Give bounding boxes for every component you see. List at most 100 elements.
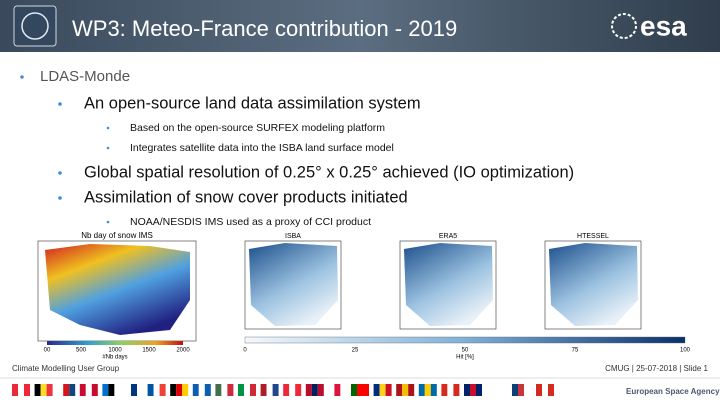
map-land <box>249 243 338 326</box>
bullet-text: LDAS-Monde <box>40 68 130 85</box>
colorbar-tick: 50 <box>462 348 469 354</box>
flag-stripe <box>548 384 554 396</box>
flag-stripe <box>340 384 347 396</box>
colorbar-label: Hit [%] <box>456 355 474 361</box>
flag-stripe <box>385 384 392 396</box>
flag-stripe <box>24 384 30 396</box>
flag-stripe <box>79 384 86 396</box>
colorbar-tick: 100 <box>680 348 691 354</box>
flag-stripe <box>85 384 92 396</box>
flag-stripe <box>153 384 160 396</box>
footer-group: Climate Modelling User Group <box>12 364 120 373</box>
map-land <box>45 244 190 335</box>
flag-stripe <box>351 384 357 396</box>
esa-logo: esa <box>640 10 687 41</box>
flag-stripe <box>250 384 256 396</box>
colorbar <box>47 341 183 345</box>
bullet-dot <box>20 75 24 79</box>
bullet-text: Global spatial resolution of 0.25° x 0.2… <box>84 163 574 181</box>
colorbar-tick: 00 <box>44 348 51 354</box>
bullet-dot <box>58 196 62 200</box>
flag-stripe <box>204 384 211 396</box>
flag-stripe <box>69 384 76 396</box>
flag-stripe <box>159 384 166 396</box>
flag-stripe <box>34 384 41 396</box>
bullet-dot <box>106 220 110 224</box>
flag-stripe <box>46 384 53 396</box>
flag-stripe <box>470 384 476 396</box>
flag-stripe <box>170 384 177 396</box>
flag-stripe <box>453 384 460 396</box>
colorbar-tick: 75 <box>572 348 579 354</box>
map-title: Nb day of snow IMS <box>81 231 153 240</box>
flag-stripe <box>12 384 18 396</box>
flag-stripe <box>536 384 542 396</box>
bullet-dot <box>58 171 62 175</box>
flag-stripe <box>373 384 380 396</box>
flag-stripe <box>102 384 109 396</box>
bullet-text: Integrates satellite data into the ISBA … <box>130 142 394 154</box>
footer-agency: European Space Agency <box>626 387 720 396</box>
flag-stripe <box>506 384 512 396</box>
flag-stripe <box>108 384 115 396</box>
flag-stripe <box>402 384 409 396</box>
header-bar <box>0 0 720 52</box>
flag-stripe <box>215 384 222 396</box>
flag-stripe <box>260 384 267 396</box>
flag-stripe <box>131 384 137 396</box>
flag-stripe <box>227 384 234 396</box>
flag-stripe <box>244 384 250 396</box>
bullet-text: NOAA/NESDIS IMS used as a proxy of CCI p… <box>130 216 371 228</box>
logo-box <box>13 5 57 47</box>
flag-stripe <box>328 384 335 396</box>
flag-stripe <box>238 384 244 396</box>
flag-stripe <box>114 384 121 396</box>
colorbar-label: #Nb days <box>102 355 127 361</box>
flag-stripe <box>408 384 415 396</box>
flag-stripe <box>424 384 431 396</box>
flag-stripe <box>311 384 318 396</box>
panel-title: ERA5 <box>439 233 457 240</box>
esa-mark <box>611 13 637 39</box>
panel-title: HTESSEL <box>577 233 609 240</box>
map-land <box>549 243 638 326</box>
flag-stripe <box>266 384 273 396</box>
flag-stripe <box>379 384 386 396</box>
flag-stripe <box>464 384 470 396</box>
flag-stripe <box>91 384 98 396</box>
flag-stripe <box>430 384 437 396</box>
footer-info: CMUG | 25-07-2018 | Slide 1 <box>605 364 708 373</box>
colorbar-tick: 500 <box>76 348 87 354</box>
flag-stripe <box>176 384 183 396</box>
flag-stripe <box>283 384 290 396</box>
bullet-dot <box>106 146 110 150</box>
flag-stripe <box>305 384 312 396</box>
flag-stripe <box>125 384 131 396</box>
flag-stripe <box>418 384 425 396</box>
colorbar-tick: 1500 <box>142 348 156 354</box>
flag-stripe <box>198 384 205 396</box>
flag-stripe <box>334 384 341 396</box>
flag-stripe <box>295 384 302 396</box>
flag-stripe <box>396 384 403 396</box>
flag-stripe <box>518 384 524 396</box>
panel-title: ISBA <box>285 233 301 240</box>
bullet-text: An open-source land data assimilation sy… <box>84 94 421 112</box>
colorbar-tick: 2000 <box>176 348 190 354</box>
bullet-dot <box>58 102 62 106</box>
flag-stripe <box>363 384 369 396</box>
flag-stripe <box>289 384 296 396</box>
flag-stripe <box>63 384 70 396</box>
bullet-text: Assimilation of snow cover products init… <box>84 188 408 206</box>
agency-box <box>570 382 720 400</box>
flag-stripe <box>272 384 279 396</box>
colorbar-tick: 1000 <box>108 348 122 354</box>
map-land <box>404 243 493 326</box>
colorbar-tick: 0 <box>243 348 247 354</box>
flag-stripe <box>447 384 454 396</box>
flag-stripe <box>512 384 518 396</box>
colorbar-tick: 25 <box>352 348 359 354</box>
flag-stripe <box>147 384 154 396</box>
flag-stripe <box>441 384 448 396</box>
